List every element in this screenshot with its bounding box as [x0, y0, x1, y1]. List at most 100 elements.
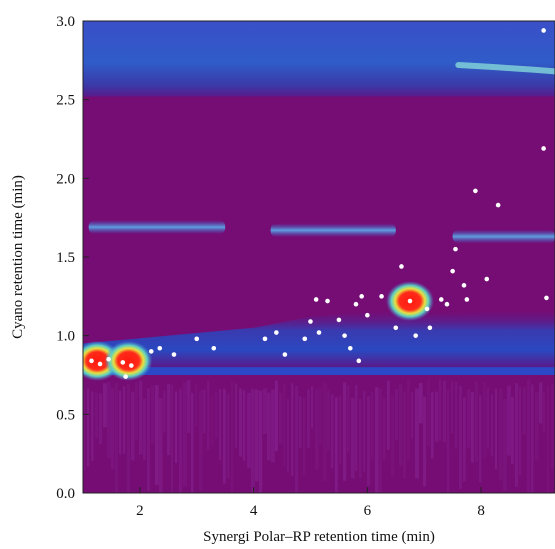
data-point: [171, 352, 177, 357]
data-point: [461, 283, 467, 288]
texture-streak: [471, 392, 474, 463]
texture-streak: [103, 383, 107, 428]
data-point: [123, 374, 128, 379]
texture-streak: [531, 384, 534, 493]
texture-streak: [207, 381, 210, 451]
texture-streak: [227, 394, 230, 479]
texture-streak: [155, 385, 159, 485]
texture-streak: [111, 388, 115, 470]
texture-streak: [523, 387, 527, 435]
y-tick-label: 1.0: [56, 329, 75, 345]
texture-streak: [539, 382, 543, 424]
texture-streak: [107, 382, 111, 459]
x-axis: 2 4 6 8: [136, 487, 485, 519]
texture-streak: [275, 380, 278, 452]
texture-streak: [167, 384, 171, 456]
points-layer: [89, 28, 549, 379]
texture-streak: [271, 389, 275, 463]
texture-streak: [239, 388, 243, 457]
texture-streak: [279, 392, 283, 444]
texture-streak: [263, 388, 267, 435]
y-tick-label: 3.0: [56, 14, 75, 30]
data-point: [313, 297, 319, 302]
texture-streak: [419, 383, 423, 424]
texture-streak: [191, 392, 194, 493]
y-tick-label: 1.5: [56, 250, 75, 266]
top-intensity-region: [83, 21, 555, 97]
texture-streak: [463, 397, 466, 482]
texture-streak: [323, 382, 327, 482]
texture-streak: [467, 389, 471, 448]
texture-streak: [255, 389, 259, 482]
heatmap-background: [83, 21, 555, 493]
texture-streak: [499, 388, 503, 481]
texture-streak: [295, 385, 299, 493]
texture-streak: [371, 391, 374, 460]
texture-streak: [415, 388, 419, 479]
texture-streak: [551, 384, 555, 469]
data-point: [97, 361, 103, 367]
texture-streak: [515, 383, 519, 487]
texture-streak: [247, 392, 251, 468]
ridge: [270, 223, 396, 238]
texture-streak: [487, 387, 490, 450]
data-point: [424, 306, 430, 312]
x-tick-label: 2: [136, 503, 144, 519]
texture-streak: [327, 390, 330, 451]
texture-streak: [423, 396, 427, 487]
data-point: [413, 333, 418, 338]
y-tick-label: 0.5: [56, 407, 75, 423]
texture-streak: [547, 385, 550, 493]
data-point: [484, 276, 490, 282]
data-point: [316, 330, 322, 335]
texture-streak: [407, 379, 410, 461]
texture-streak: [359, 398, 362, 478]
texture-streak: [223, 388, 226, 484]
data-point: [407, 298, 413, 304]
texture-streak: [339, 395, 342, 464]
y-tick-label: 0.0: [56, 486, 75, 502]
texture-streak: [95, 392, 98, 439]
texture-streak: [403, 391, 406, 479]
texture-streak: [143, 398, 146, 460]
texture-streak: [99, 393, 103, 445]
data-point: [399, 264, 404, 269]
texture-streak: [443, 380, 446, 442]
texture-streak: [299, 396, 302, 449]
texture-streak: [455, 381, 458, 449]
texture-streak: [135, 382, 138, 441]
main-elution-band: [83, 310, 555, 368]
y-tick-label: 2.0: [56, 171, 75, 187]
data-point: [194, 336, 200, 342]
texture-streak: [527, 379, 531, 493]
texture-streak: [83, 389, 86, 471]
texture-streak: [123, 386, 126, 454]
texture-streak: [379, 388, 382, 493]
texture-streak: [519, 386, 522, 475]
data-point: [450, 268, 455, 274]
data-point: [129, 363, 134, 368]
texture-streak: [435, 391, 439, 442]
y-axis: 0.0 0.5 1.0 1.5 2.0 2.5 3.0: [56, 14, 89, 502]
texture-streak: [179, 388, 183, 493]
plot-area: [83, 21, 555, 493]
texture-streak: [387, 380, 390, 450]
data-point: [120, 360, 126, 365]
x-tick-label: 6: [364, 503, 372, 519]
texture-streak: [131, 391, 135, 461]
texture-streak: [291, 383, 294, 476]
x-axis-label: Synergi Polar–RP retention time (min): [203, 529, 435, 545]
low-intensity-texture: [83, 379, 555, 493]
texture-streak: [219, 389, 222, 460]
hot-spot: [104, 340, 153, 381]
data-point: [453, 246, 458, 252]
texture-streak: [495, 388, 498, 470]
data-point: [157, 345, 163, 351]
texture-streak: [87, 388, 90, 467]
texture-streak: [215, 392, 218, 439]
texture-streak: [351, 398, 355, 479]
texture-streak: [203, 389, 206, 434]
texture-streak: [267, 392, 271, 461]
texture-streak: [127, 384, 130, 493]
texture-streak: [199, 390, 203, 491]
